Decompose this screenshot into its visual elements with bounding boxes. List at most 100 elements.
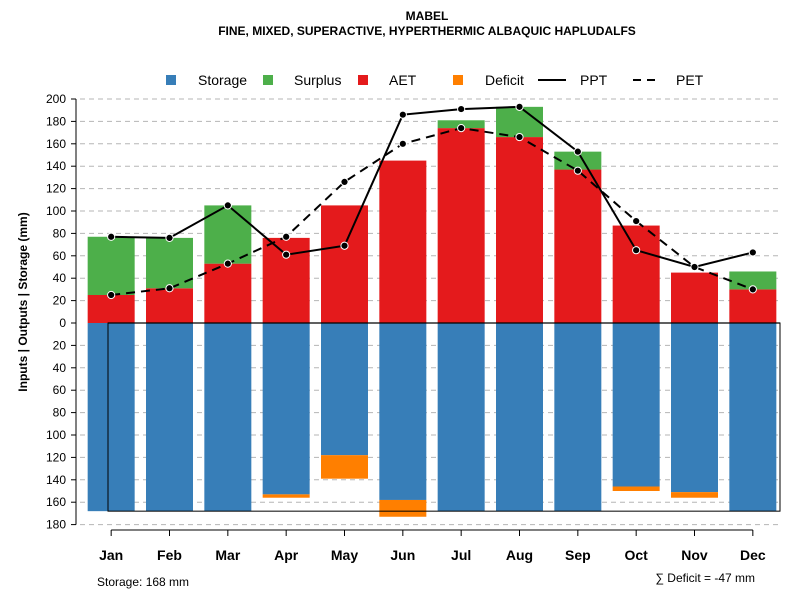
legend-label-aet: AET [389, 72, 417, 88]
legend-swatch-surplus [263, 75, 273, 85]
x-tick-label: Mar [215, 547, 240, 563]
y-tick-label: 200 [46, 92, 66, 106]
pet-point [632, 216, 641, 226]
pet-point [282, 232, 291, 241]
legend-label-storage: Storage [198, 72, 247, 88]
storage-bar [729, 323, 777, 512]
y-tick-label: 120 [46, 450, 66, 464]
y-tick-label: 120 [46, 182, 66, 196]
legend-label-deficit: Deficit [485, 72, 524, 88]
y-tick-label: 0 [59, 316, 66, 330]
aet-bar [671, 272, 718, 323]
x-tick-label: Feb [157, 547, 182, 563]
legend-swatch-storage [166, 75, 176, 85]
aet-bar [321, 205, 368, 323]
deficit-bar [379, 499, 427, 517]
storage-bar [612, 323, 660, 487]
deficit-bar [612, 486, 660, 491]
legend-label-ppt: PPT [580, 72, 608, 88]
y-axis-label: Inputs | Outputs | Storage (mm) [16, 212, 30, 391]
aet-bar [204, 263, 252, 323]
y-tick-label: 180 [46, 518, 66, 532]
aet-bar [87, 295, 135, 323]
storage-bar [321, 323, 368, 456]
x-tick-label: Oct [624, 547, 648, 563]
pet-line [111, 127, 754, 296]
x-tick-label: May [331, 547, 358, 563]
y-tick-label: 80 [53, 406, 67, 420]
pet-point [515, 132, 524, 142]
ppt-point [398, 110, 407, 119]
legend-label-surplus: Surplus [294, 72, 341, 88]
deficit-bar [671, 492, 718, 498]
deficit-bar [262, 494, 310, 498]
y-axis: 2001801601401201008060402002040608010012… [46, 92, 77, 532]
pet-point [165, 284, 174, 293]
y-tick-label: 100 [46, 428, 66, 442]
pet-point [107, 290, 116, 300]
ppt-point [282, 250, 291, 259]
aet-bar [496, 137, 543, 323]
aet-bar [729, 289, 777, 323]
y-tick-label: 140 [46, 473, 66, 487]
pet-point [748, 285, 757, 294]
storage-bar [379, 323, 427, 500]
surplus-bar [146, 237, 193, 289]
ppt-point [340, 241, 349, 250]
y-tick-label: 140 [46, 159, 66, 173]
y-tick-label: 100 [46, 204, 66, 218]
surplus-bar [87, 236, 135, 295]
ppt-point [223, 201, 232, 210]
x-tick-label: Nov [681, 547, 708, 563]
pet-point [398, 139, 407, 148]
y-tick-label: 160 [46, 495, 66, 509]
pet-point [223, 259, 232, 268]
pet-point [573, 166, 582, 175]
ppt-point [457, 104, 466, 114]
legend-label-pet: PET [676, 72, 704, 88]
y-tick-label: 80 [53, 226, 67, 240]
pet-point [340, 177, 349, 186]
y-tick-label: 20 [53, 294, 67, 308]
ppt-point [573, 147, 582, 156]
x-axis: Jan Feb Mar Apr May Jun Jul Aug Sep Oct Nov Dec [99, 529, 766, 563]
surplus-bar [554, 151, 602, 170]
legend-swatch-aet [358, 75, 368, 85]
y-tick-label: 40 [53, 271, 67, 285]
y-tick-label: 20 [53, 338, 67, 352]
storage-bar [262, 323, 310, 495]
storage-bar [437, 323, 485, 512]
aet-bar [612, 225, 660, 323]
pet-point [457, 124, 466, 133]
x-tick-label: Jan [99, 547, 123, 563]
storage-bar [87, 323, 135, 512]
legend-swatch-deficit [453, 75, 463, 85]
y-tick-label: 40 [53, 361, 67, 375]
x-tick-label: Apr [274, 547, 299, 563]
x-tick-label: Aug [506, 547, 533, 563]
aet-bar [437, 128, 485, 323]
x-tick-label: Jun [390, 547, 415, 563]
y-tick-label: 160 [46, 137, 66, 151]
ppt-point [107, 232, 116, 241]
y-tick-label: 180 [46, 114, 66, 128]
y-tick-label: 60 [53, 249, 67, 263]
ppt-point [748, 248, 757, 257]
x-tick-label: Sep [565, 547, 591, 563]
x-tick-label: Dec [740, 547, 766, 563]
storage-footnote: Storage: 168 mm [97, 575, 189, 589]
aet-bar [379, 160, 427, 323]
surplus-bar [496, 106, 543, 138]
deficit-bar [321, 455, 368, 479]
storage-bar [671, 323, 718, 493]
series-lines [107, 102, 757, 300]
aet-bar [146, 288, 193, 323]
x-tick-label: Jul [451, 547, 471, 563]
ppt-point [632, 246, 641, 255]
ppt-line [111, 105, 754, 269]
ppt-point [690, 262, 699, 272]
storage-bar [554, 323, 602, 512]
aet-bar [554, 169, 602, 323]
deficit-footnote: ∑ Deficit = -47 mm [655, 571, 755, 585]
